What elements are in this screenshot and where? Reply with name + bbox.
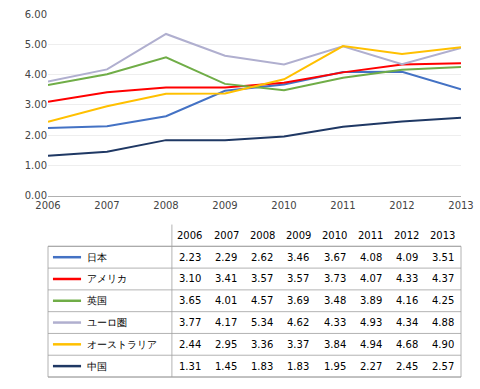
svg-text:3.51: 3.51 — [432, 252, 454, 263]
svg-text:3.73: 3.73 — [324, 273, 346, 284]
svg-text:2.44: 2.44 — [179, 339, 201, 350]
svg-text:アメリカ: アメリカ — [87, 273, 127, 284]
svg-text:4.57: 4.57 — [251, 295, 273, 306]
svg-text:4.09: 4.09 — [396, 252, 418, 263]
svg-text:4.16: 4.16 — [396, 295, 418, 306]
svg-text:3.69: 3.69 — [287, 295, 309, 306]
svg-text:2007: 2007 — [94, 200, 119, 211]
svg-text:1.31: 1.31 — [179, 361, 201, 372]
svg-text:2.57: 2.57 — [432, 361, 454, 372]
svg-text:4.25: 4.25 — [432, 295, 454, 306]
svg-text:3.00: 3.00 — [25, 99, 47, 110]
svg-text:3.77: 3.77 — [179, 317, 201, 328]
svg-text:4.07: 4.07 — [360, 273, 382, 284]
svg-text:5.00: 5.00 — [25, 39, 47, 50]
svg-text:3.57: 3.57 — [287, 273, 309, 284]
svg-text:日本: 日本 — [87, 252, 107, 263]
svg-text:ユーロ圏: ユーロ圏 — [87, 317, 127, 328]
svg-text:4.93: 4.93 — [360, 317, 382, 328]
svg-text:0.00: 0.00 — [25, 190, 47, 201]
svg-text:2013: 2013 — [448, 200, 473, 211]
svg-text:2012: 2012 — [389, 200, 414, 211]
svg-text:3.89: 3.89 — [360, 295, 382, 306]
svg-text:2009: 2009 — [286, 230, 311, 241]
svg-text:1.00: 1.00 — [25, 160, 47, 171]
svg-text:2.23: 2.23 — [179, 252, 201, 263]
svg-text:3.48: 3.48 — [324, 295, 346, 306]
svg-text:4.33: 4.33 — [396, 273, 418, 284]
svg-text:3.84: 3.84 — [324, 339, 346, 350]
svg-text:2010: 2010 — [271, 200, 296, 211]
svg-text:2006: 2006 — [35, 200, 60, 211]
svg-text:2.27: 2.27 — [360, 361, 382, 372]
svg-text:2.00: 2.00 — [25, 130, 47, 141]
svg-text:5.34: 5.34 — [251, 317, 273, 328]
svg-text:2008: 2008 — [153, 200, 178, 211]
svg-text:2012: 2012 — [394, 230, 419, 241]
svg-text:オーストラリア: オーストラリア — [87, 339, 157, 350]
svg-text:中国: 中国 — [87, 361, 107, 372]
svg-text:英国: 英国 — [87, 295, 107, 306]
svg-text:3.10: 3.10 — [179, 273, 201, 284]
svg-text:2007: 2007 — [214, 230, 239, 241]
svg-text:6.00: 6.00 — [25, 9, 47, 20]
svg-text:4.94: 4.94 — [360, 339, 382, 350]
svg-text:3.67: 3.67 — [324, 252, 346, 263]
svg-text:1.95: 1.95 — [324, 361, 346, 372]
svg-text:3.65: 3.65 — [179, 295, 201, 306]
svg-text:4.68: 4.68 — [396, 339, 418, 350]
svg-text:1.83: 1.83 — [251, 361, 273, 372]
svg-text:2006: 2006 — [177, 230, 202, 241]
svg-text:4.88: 4.88 — [432, 317, 454, 328]
svg-text:4.90: 4.90 — [432, 339, 454, 350]
svg-text:2008: 2008 — [250, 230, 275, 241]
svg-text:4.62: 4.62 — [287, 317, 309, 328]
svg-text:3.57: 3.57 — [251, 273, 273, 284]
svg-text:2013: 2013 — [430, 230, 455, 241]
svg-text:4.34: 4.34 — [396, 317, 418, 328]
svg-text:4.17: 4.17 — [215, 317, 237, 328]
svg-text:4.01: 4.01 — [215, 295, 237, 306]
svg-text:4.00: 4.00 — [25, 69, 47, 80]
svg-text:1.83: 1.83 — [287, 361, 309, 372]
svg-text:2011: 2011 — [330, 200, 355, 211]
svg-text:2.95: 2.95 — [215, 339, 237, 350]
svg-text:3.46: 3.46 — [287, 252, 309, 263]
svg-text:2011: 2011 — [358, 230, 383, 241]
svg-text:2010: 2010 — [322, 230, 347, 241]
svg-text:2.62: 2.62 — [251, 252, 273, 263]
svg-text:2.29: 2.29 — [215, 252, 237, 263]
svg-text:3.37: 3.37 — [287, 339, 309, 350]
svg-text:4.37: 4.37 — [432, 273, 454, 284]
svg-text:3.41: 3.41 — [215, 273, 237, 284]
svg-text:4.33: 4.33 — [324, 317, 346, 328]
svg-text:3.36: 3.36 — [251, 339, 273, 350]
svg-text:2.45: 2.45 — [396, 361, 418, 372]
svg-text:2009: 2009 — [212, 200, 237, 211]
svg-text:4.08: 4.08 — [360, 252, 382, 263]
svg-text:1.45: 1.45 — [215, 361, 237, 372]
